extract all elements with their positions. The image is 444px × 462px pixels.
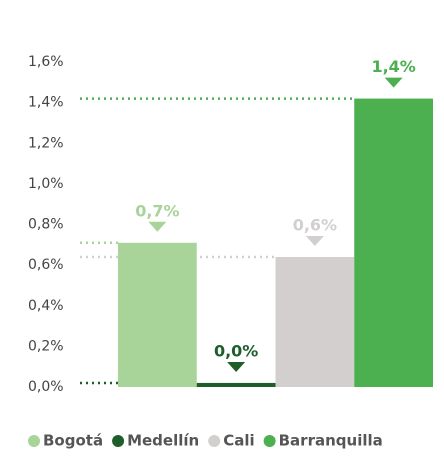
- legend-label: Bogotá: [43, 432, 103, 450]
- legend-swatch: [28, 435, 40, 447]
- y-tick-label: 1,2%: [28, 135, 64, 151]
- bar: [354, 98, 433, 387]
- legend-label: Cali: [223, 432, 254, 450]
- label-pointer: [384, 77, 403, 88]
- y-tick-label: 0,4%: [28, 298, 64, 314]
- y-tick-label: 0,6%: [28, 257, 64, 273]
- label-pointer: [227, 361, 246, 372]
- legend-swatch: [263, 435, 276, 447]
- bar: [275, 257, 355, 387]
- y-tick-label: 1,4%: [28, 95, 64, 111]
- legend-swatch: [208, 435, 221, 447]
- value-label: 0,0%: [214, 341, 258, 360]
- y-tick-label: 0,2%: [28, 338, 64, 354]
- y-tick-label: 0,8%: [28, 217, 64, 233]
- label-pointer: [148, 221, 167, 232]
- value-label: 0,6%: [293, 216, 337, 235]
- bar: [118, 242, 197, 387]
- bar: [196, 382, 276, 387]
- label-pointer: [305, 236, 324, 246]
- value-label: 0,7%: [135, 201, 179, 220]
- y-tick-label: 0,0%: [28, 379, 64, 395]
- y-tick-label: 1,6%: [28, 54, 64, 70]
- legend-swatch: [112, 435, 125, 447]
- legend-label: Barranquilla: [279, 432, 383, 450]
- value-label: 1,4%: [371, 57, 415, 76]
- y-tick-label: 1,0%: [28, 176, 64, 192]
- legend-label: Medellín: [127, 432, 199, 450]
